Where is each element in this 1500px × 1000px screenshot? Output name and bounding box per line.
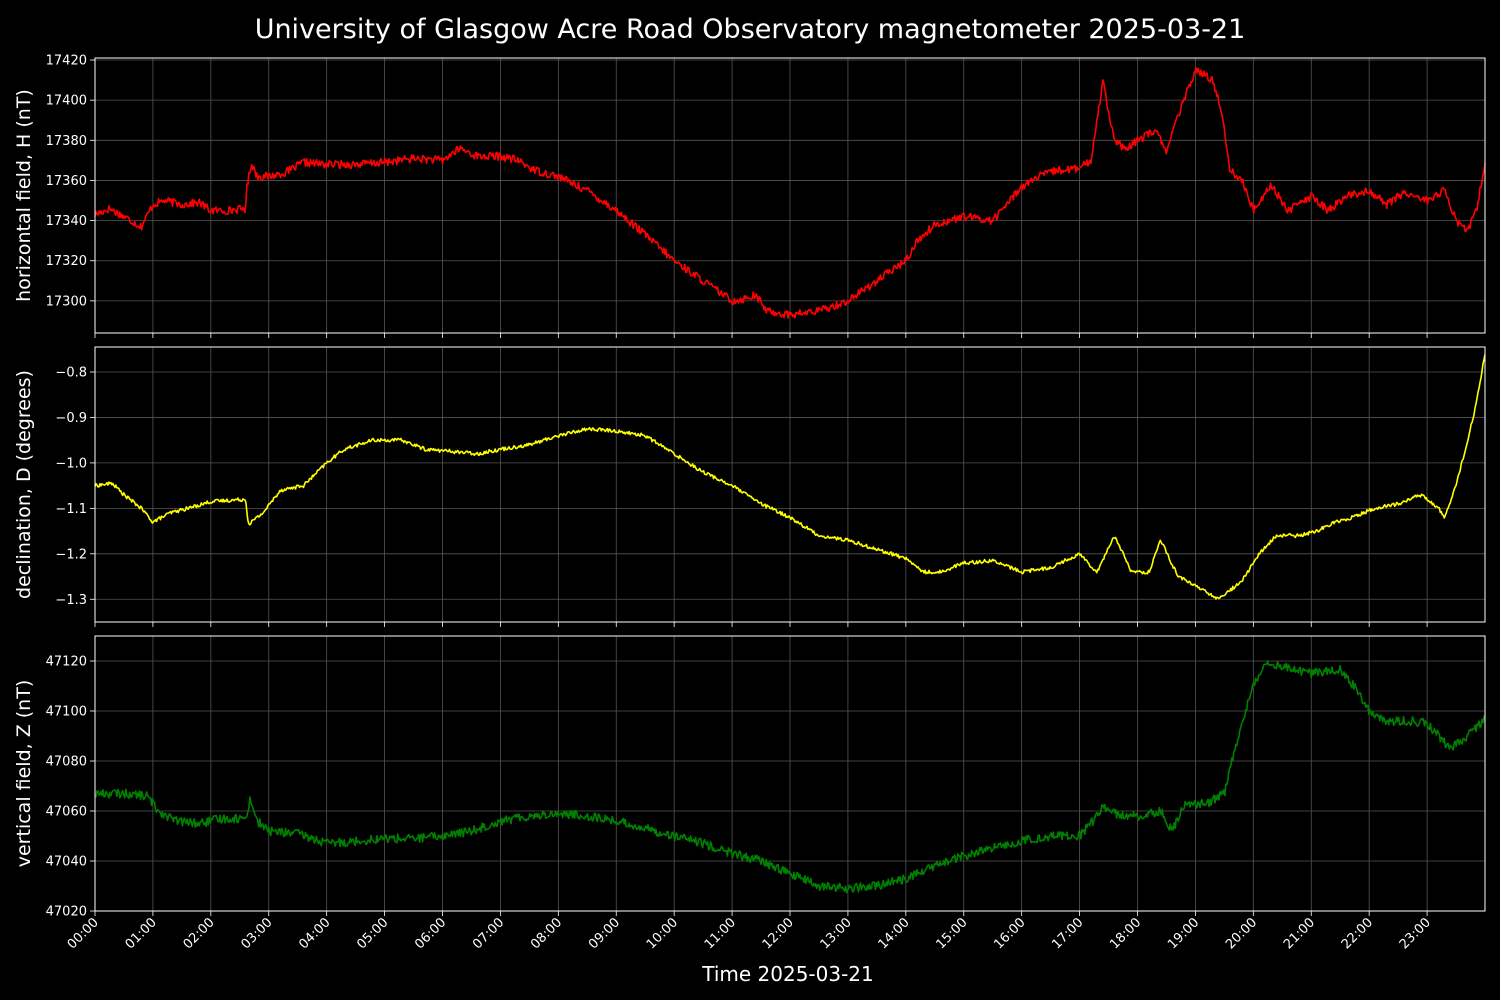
y-tick-label: −1.0 xyxy=(55,456,87,471)
y-tick-label: 47040 xyxy=(46,855,87,870)
y-tick-label: 47120 xyxy=(46,655,87,670)
y-tick-label: 47080 xyxy=(46,755,87,770)
axes-frame xyxy=(94,57,1486,334)
x-tick-label: 23:00 xyxy=(1397,915,1434,952)
axes-frame xyxy=(94,635,1486,912)
x-tick-label: 00:00 xyxy=(65,915,102,952)
x-tick-label: 15:00 xyxy=(933,915,970,952)
y-tick-label: 17380 xyxy=(46,134,87,149)
x-tick-label: 09:00 xyxy=(586,915,623,952)
x-tick-label: 11:00 xyxy=(702,915,739,952)
x-tick-label: 08:00 xyxy=(528,915,565,952)
y-tick-label: 17340 xyxy=(46,214,87,229)
x-tick-label: 19:00 xyxy=(1165,915,1202,952)
x-tick-label: 01:00 xyxy=(123,915,160,952)
y-tick-label: 17400 xyxy=(46,94,87,109)
y-tick-label: 17320 xyxy=(46,254,87,269)
panel-d: −1.3 −1.2 −1.1 −1.0 −0.9 −0.8 declination, D (… xyxy=(13,346,1486,627)
x-tick-label: 20:00 xyxy=(1223,915,1260,952)
y-tick-label: 47060 xyxy=(46,805,87,820)
x-tick-label: 18:00 xyxy=(1107,915,1144,952)
x-tick-label: 13:00 xyxy=(818,915,855,952)
y-tick-label: 17300 xyxy=(46,294,87,309)
x-tick-label: 22:00 xyxy=(1339,915,1376,952)
x-tick-label: 05:00 xyxy=(354,915,391,952)
x-tick-label: 03:00 xyxy=(238,915,275,952)
x-tick-label: 07:00 xyxy=(470,915,507,952)
y-tick-label: 47020 xyxy=(46,905,87,920)
series-line-z xyxy=(94,660,1486,894)
y-axis-label: horizontal field, H (nT) xyxy=(13,89,35,302)
x-tick-label: 12:00 xyxy=(760,915,797,952)
x-tick-label: 10:00 xyxy=(644,915,681,952)
panel-h: 17300 17320 17340 17360 17380 17400 17420 horiz… xyxy=(13,54,1486,338)
y-tick-label: 47100 xyxy=(46,705,87,720)
x-tick-label: 04:00 xyxy=(296,915,333,952)
y-tick-label: 17360 xyxy=(46,174,87,189)
y-axis-label: declination, D (degrees) xyxy=(13,370,35,599)
x-tick-label: 14:00 xyxy=(876,915,913,952)
y-tick-label: −1.2 xyxy=(55,547,87,562)
y-tick-label: −0.9 xyxy=(55,411,87,426)
y-tick-label: 17420 xyxy=(46,54,87,69)
y-tick-label: −1.3 xyxy=(55,593,87,608)
x-tick-label: 17:00 xyxy=(1049,915,1086,952)
axes-frame xyxy=(94,346,1486,623)
y-tick-label: −1.1 xyxy=(55,502,87,517)
chart-title: University of Glasgow Acre Road Observat… xyxy=(254,14,1246,45)
panel-z: 47020 47040 47060 47080 47100 47120 vertical f… xyxy=(13,635,1486,920)
x-tick-label: 21:00 xyxy=(1281,915,1318,952)
y-axis-label: vertical field, Z (nT) xyxy=(13,680,35,868)
y-tick-label: −0.8 xyxy=(55,366,87,381)
x-tick-label: 06:00 xyxy=(412,915,449,952)
x-tick-label: 02:00 xyxy=(181,915,218,952)
x-tick-label: 16:00 xyxy=(991,915,1028,952)
series-line-d xyxy=(94,354,1486,600)
x-axis-label: Time 2025-03-21 xyxy=(701,962,874,986)
series-line-h xyxy=(94,67,1486,319)
